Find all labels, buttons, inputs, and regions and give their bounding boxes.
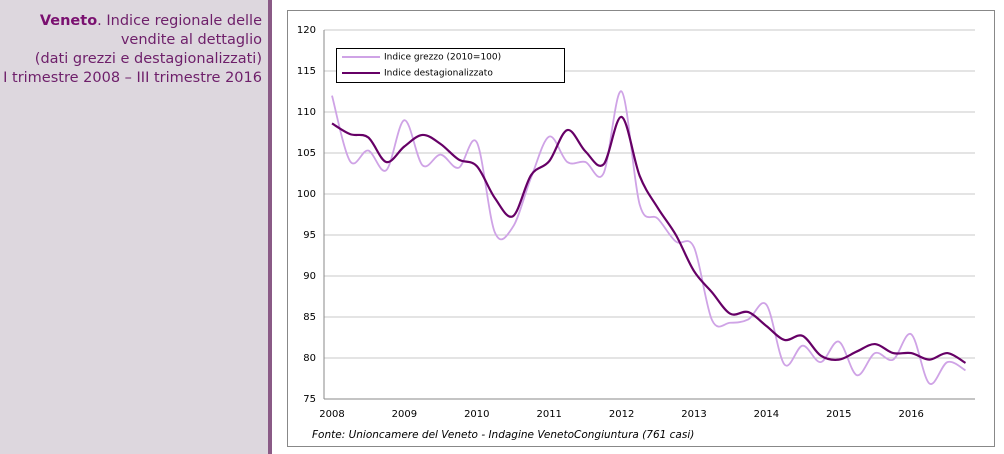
y-tick-label: 75 [303,394,316,405]
x-tick-label: 2010 [464,409,489,420]
caption-line: vendite al dettaglio [120,32,262,48]
caption-line: Veneto. Indice regionale delle [3,12,262,31]
y-tick-label: 100 [297,189,316,200]
x-tick-label: 2016 [898,409,923,420]
source: Fonte: Unioncamere del Veneto - Indagine… [312,429,694,441]
legend-label: Indice destagionalizzato [384,69,493,79]
y-tick-label: 90 [303,271,316,282]
caption-heading: Veneto [39,13,98,29]
y-tick-label: 110 [297,107,316,118]
x-tick-label: 2012 [609,409,634,420]
series-line [331,115,967,364]
series-line [331,90,966,385]
y-tick-label: 120 [297,25,316,36]
caption-line: I trimestre 2008 – III trimestre 2016 [3,70,262,86]
x-tick-label: 2014 [754,409,779,420]
chart-frame [287,10,995,447]
x-tick-label: 2009 [392,409,417,420]
x-tick-label: 2015 [826,409,851,420]
x-tick-label: 2013 [681,409,706,420]
x-tick-label: 2008 [319,409,344,420]
y-tick-label: 115 [297,66,316,77]
caption-text: . Indice regionale delle [97,13,262,29]
side-panel [0,0,268,454]
y-tick-label: 95 [303,230,316,241]
legend-label: Indice grezzo (2010=100) [384,53,501,63]
caption: Veneto. Indice regionale delle vendite al… [3,12,262,88]
divider [268,0,272,454]
y-tick-label: 105 [297,148,316,159]
x-tick-label: 2011 [536,409,561,420]
y-tick-label: 80 [303,353,316,364]
y-tick-label: 85 [303,312,316,323]
legend-box [336,48,565,83]
caption-line: (dati grezzi e destagionalizzati) [34,51,262,67]
